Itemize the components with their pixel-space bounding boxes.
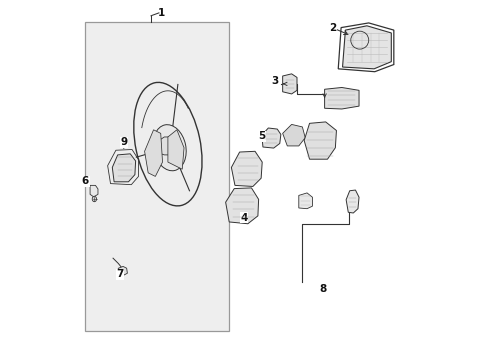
Polygon shape xyxy=(283,74,297,94)
Text: 6: 6 xyxy=(82,176,89,186)
Text: 5: 5 xyxy=(259,131,266,141)
FancyBboxPatch shape xyxy=(85,22,229,330)
Ellipse shape xyxy=(153,125,186,171)
Polygon shape xyxy=(112,154,136,182)
Polygon shape xyxy=(283,125,305,146)
Polygon shape xyxy=(168,130,184,169)
Text: 9: 9 xyxy=(120,138,127,147)
Polygon shape xyxy=(343,26,392,69)
Ellipse shape xyxy=(92,196,97,202)
Polygon shape xyxy=(346,190,359,213)
Polygon shape xyxy=(299,193,313,209)
Polygon shape xyxy=(304,122,337,159)
Text: 7: 7 xyxy=(117,269,124,279)
Polygon shape xyxy=(90,185,98,197)
Polygon shape xyxy=(231,151,262,186)
Text: 4: 4 xyxy=(240,213,247,222)
Polygon shape xyxy=(262,128,281,148)
Polygon shape xyxy=(117,266,127,276)
Text: 1: 1 xyxy=(158,8,166,18)
Polygon shape xyxy=(145,130,163,176)
Text: 3: 3 xyxy=(271,76,278,86)
Polygon shape xyxy=(324,87,359,109)
Polygon shape xyxy=(159,137,180,155)
Text: 2: 2 xyxy=(329,23,337,33)
Polygon shape xyxy=(225,188,259,224)
Text: 8: 8 xyxy=(319,284,327,294)
